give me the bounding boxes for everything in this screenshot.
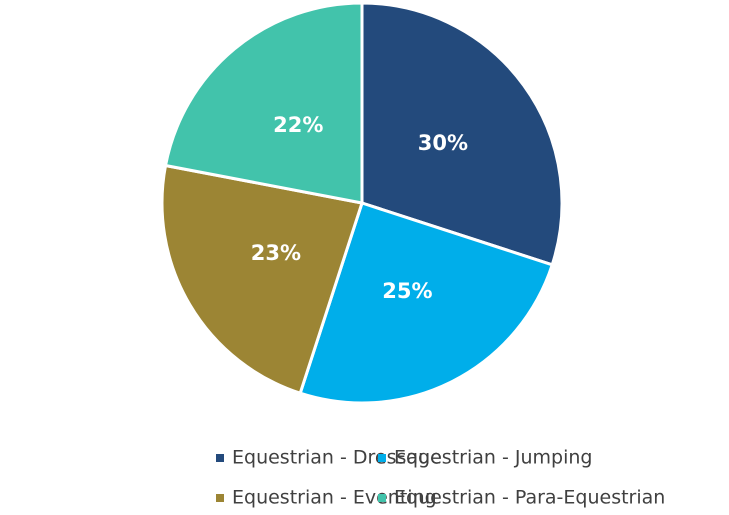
legend-marker [216, 454, 224, 462]
legend-marker [216, 494, 224, 502]
pie-slice [360, 1, 564, 267]
data-label: 30% [418, 131, 468, 155]
legend-label: Equestrian - Eventing [232, 487, 437, 509]
pie-slice [163, 1, 364, 205]
legend-label: Equestrian - Jumping [394, 447, 592, 469]
data-label: 23% [251, 241, 301, 265]
data-label: 22% [273, 113, 323, 137]
legend-label: Equestrian - Para-Equestrian [394, 487, 665, 509]
legend-label: Equestrian - Dressage [232, 447, 442, 469]
legend-marker [378, 494, 386, 502]
data-label: 25% [382, 279, 432, 303]
pie-slice [160, 163, 364, 396]
pie-slice [298, 201, 555, 405]
legend-marker [378, 454, 386, 462]
